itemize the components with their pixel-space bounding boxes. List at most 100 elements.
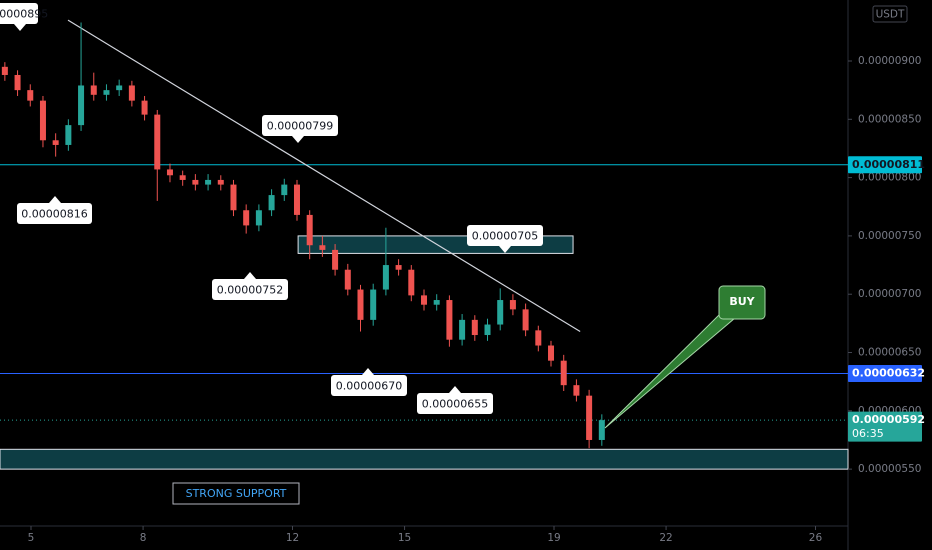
candle-body — [65, 125, 72, 145]
candle-body — [27, 90, 34, 101]
candle-body — [319, 245, 326, 250]
y-tick-label: 0.00000900 — [858, 55, 921, 67]
candle-body — [586, 395, 593, 440]
candle-body — [471, 319, 478, 336]
candle-body — [382, 265, 389, 290]
y-tick-label: 0.00000850 — [858, 113, 921, 125]
x-tick-label: 22 — [659, 532, 672, 544]
candle-body — [154, 114, 161, 170]
callout-pointer — [49, 196, 61, 203]
y-tick-label: 0.00000700 — [858, 288, 921, 300]
support-text: STRONG SUPPORT — [186, 487, 287, 500]
callout-box — [17, 203, 92, 224]
candle-body — [1, 66, 8, 75]
candle-body — [166, 169, 173, 176]
callout-pointer — [362, 368, 374, 375]
price-label-bg — [848, 411, 922, 442]
candle-body — [370, 289, 377, 320]
candle-body — [522, 309, 529, 331]
candle-body — [230, 184, 237, 211]
callout-pointer — [14, 24, 26, 31]
currency: USDT — [876, 9, 905, 21]
callout-box — [0, 3, 38, 24]
callout-text: 0.00000752 — [217, 284, 283, 297]
candle-body — [344, 269, 351, 290]
buy-text: BUY — [729, 295, 755, 308]
candle-body — [103, 90, 110, 95]
price-label-bg — [848, 365, 922, 383]
candle-body — [205, 179, 212, 185]
price-label: 0.00000632 — [852, 367, 925, 380]
callout-text: 0.00000705 — [472, 230, 538, 243]
candle-body — [52, 140, 59, 145]
price-label: 0.00000811 — [852, 158, 925, 171]
candle-body — [141, 100, 148, 115]
candle-body — [306, 214, 313, 246]
candle-body — [243, 210, 250, 226]
x-tick-label: 19 — [547, 532, 560, 544]
candle-body — [421, 295, 427, 305]
callout-box — [331, 375, 407, 396]
candle-body — [509, 300, 516, 310]
candle-body — [446, 300, 453, 340]
price-label: 0.00000592 — [852, 413, 925, 426]
candle-body — [116, 85, 123, 91]
candle-body — [128, 85, 135, 101]
candle-body — [293, 184, 300, 215]
y-tick-label: 0.00000650 — [858, 347, 921, 359]
candle-body — [484, 324, 491, 336]
candle-body — [548, 345, 555, 361]
callout-box — [417, 393, 493, 414]
candle-body — [78, 85, 85, 126]
zone — [0, 448, 849, 470]
x-tick-label: 8 — [140, 532, 147, 544]
x-tick-label: 5 — [28, 532, 35, 544]
candle-body — [281, 184, 288, 196]
callout-text: 0.00000799 — [267, 120, 333, 133]
callout-box — [467, 225, 543, 246]
candle-body — [39, 100, 46, 141]
y-tick-label: 0.00000800 — [858, 172, 921, 184]
candle-body — [598, 420, 605, 440]
currency-box — [872, 5, 908, 23]
candle-body — [573, 385, 580, 396]
callout-text: 0.00000895 — [0, 8, 48, 21]
callout-box — [212, 279, 288, 300]
candle-body — [497, 300, 504, 325]
callout-text: 0.00000655 — [422, 398, 488, 411]
callout-pointer — [244, 272, 256, 279]
callout-box — [262, 115, 338, 136]
callout-pointer — [499, 246, 511, 253]
candle-body — [408, 269, 415, 296]
callout-pointer — [449, 386, 461, 393]
trendline — [67, 19, 581, 333]
candle-body — [255, 210, 262, 226]
candle-body — [395, 265, 402, 270]
candle-body — [433, 300, 440, 305]
support-box — [172, 482, 300, 505]
candle-body — [217, 179, 224, 185]
candle-body — [268, 195, 275, 211]
price-label-bg — [848, 156, 922, 174]
countdown: 06:35 — [852, 427, 884, 440]
candle-body — [332, 249, 339, 270]
candle-body — [357, 289, 364, 320]
callout-pointer — [292, 136, 304, 143]
candle-body — [535, 330, 542, 346]
candle-body — [90, 85, 97, 95]
candle-body — [560, 360, 567, 386]
callout-text: 0.00000816 — [21, 208, 87, 221]
x-tick-label: 26 — [809, 532, 823, 544]
candle-body — [192, 179, 199, 185]
y-tick-label: 0.00000750 — [858, 230, 921, 242]
x-tick-label: 15 — [398, 532, 411, 544]
candle-body — [459, 319, 466, 340]
marks — [0, 19, 849, 470]
buy-box — [718, 285, 766, 320]
callout-text: 0.00000670 — [336, 380, 402, 393]
candle-body — [14, 74, 21, 91]
x-tick-label: 12 — [286, 532, 299, 544]
candle-body — [179, 175, 186, 180]
y-tick-label: 0.00000550 — [858, 463, 921, 475]
